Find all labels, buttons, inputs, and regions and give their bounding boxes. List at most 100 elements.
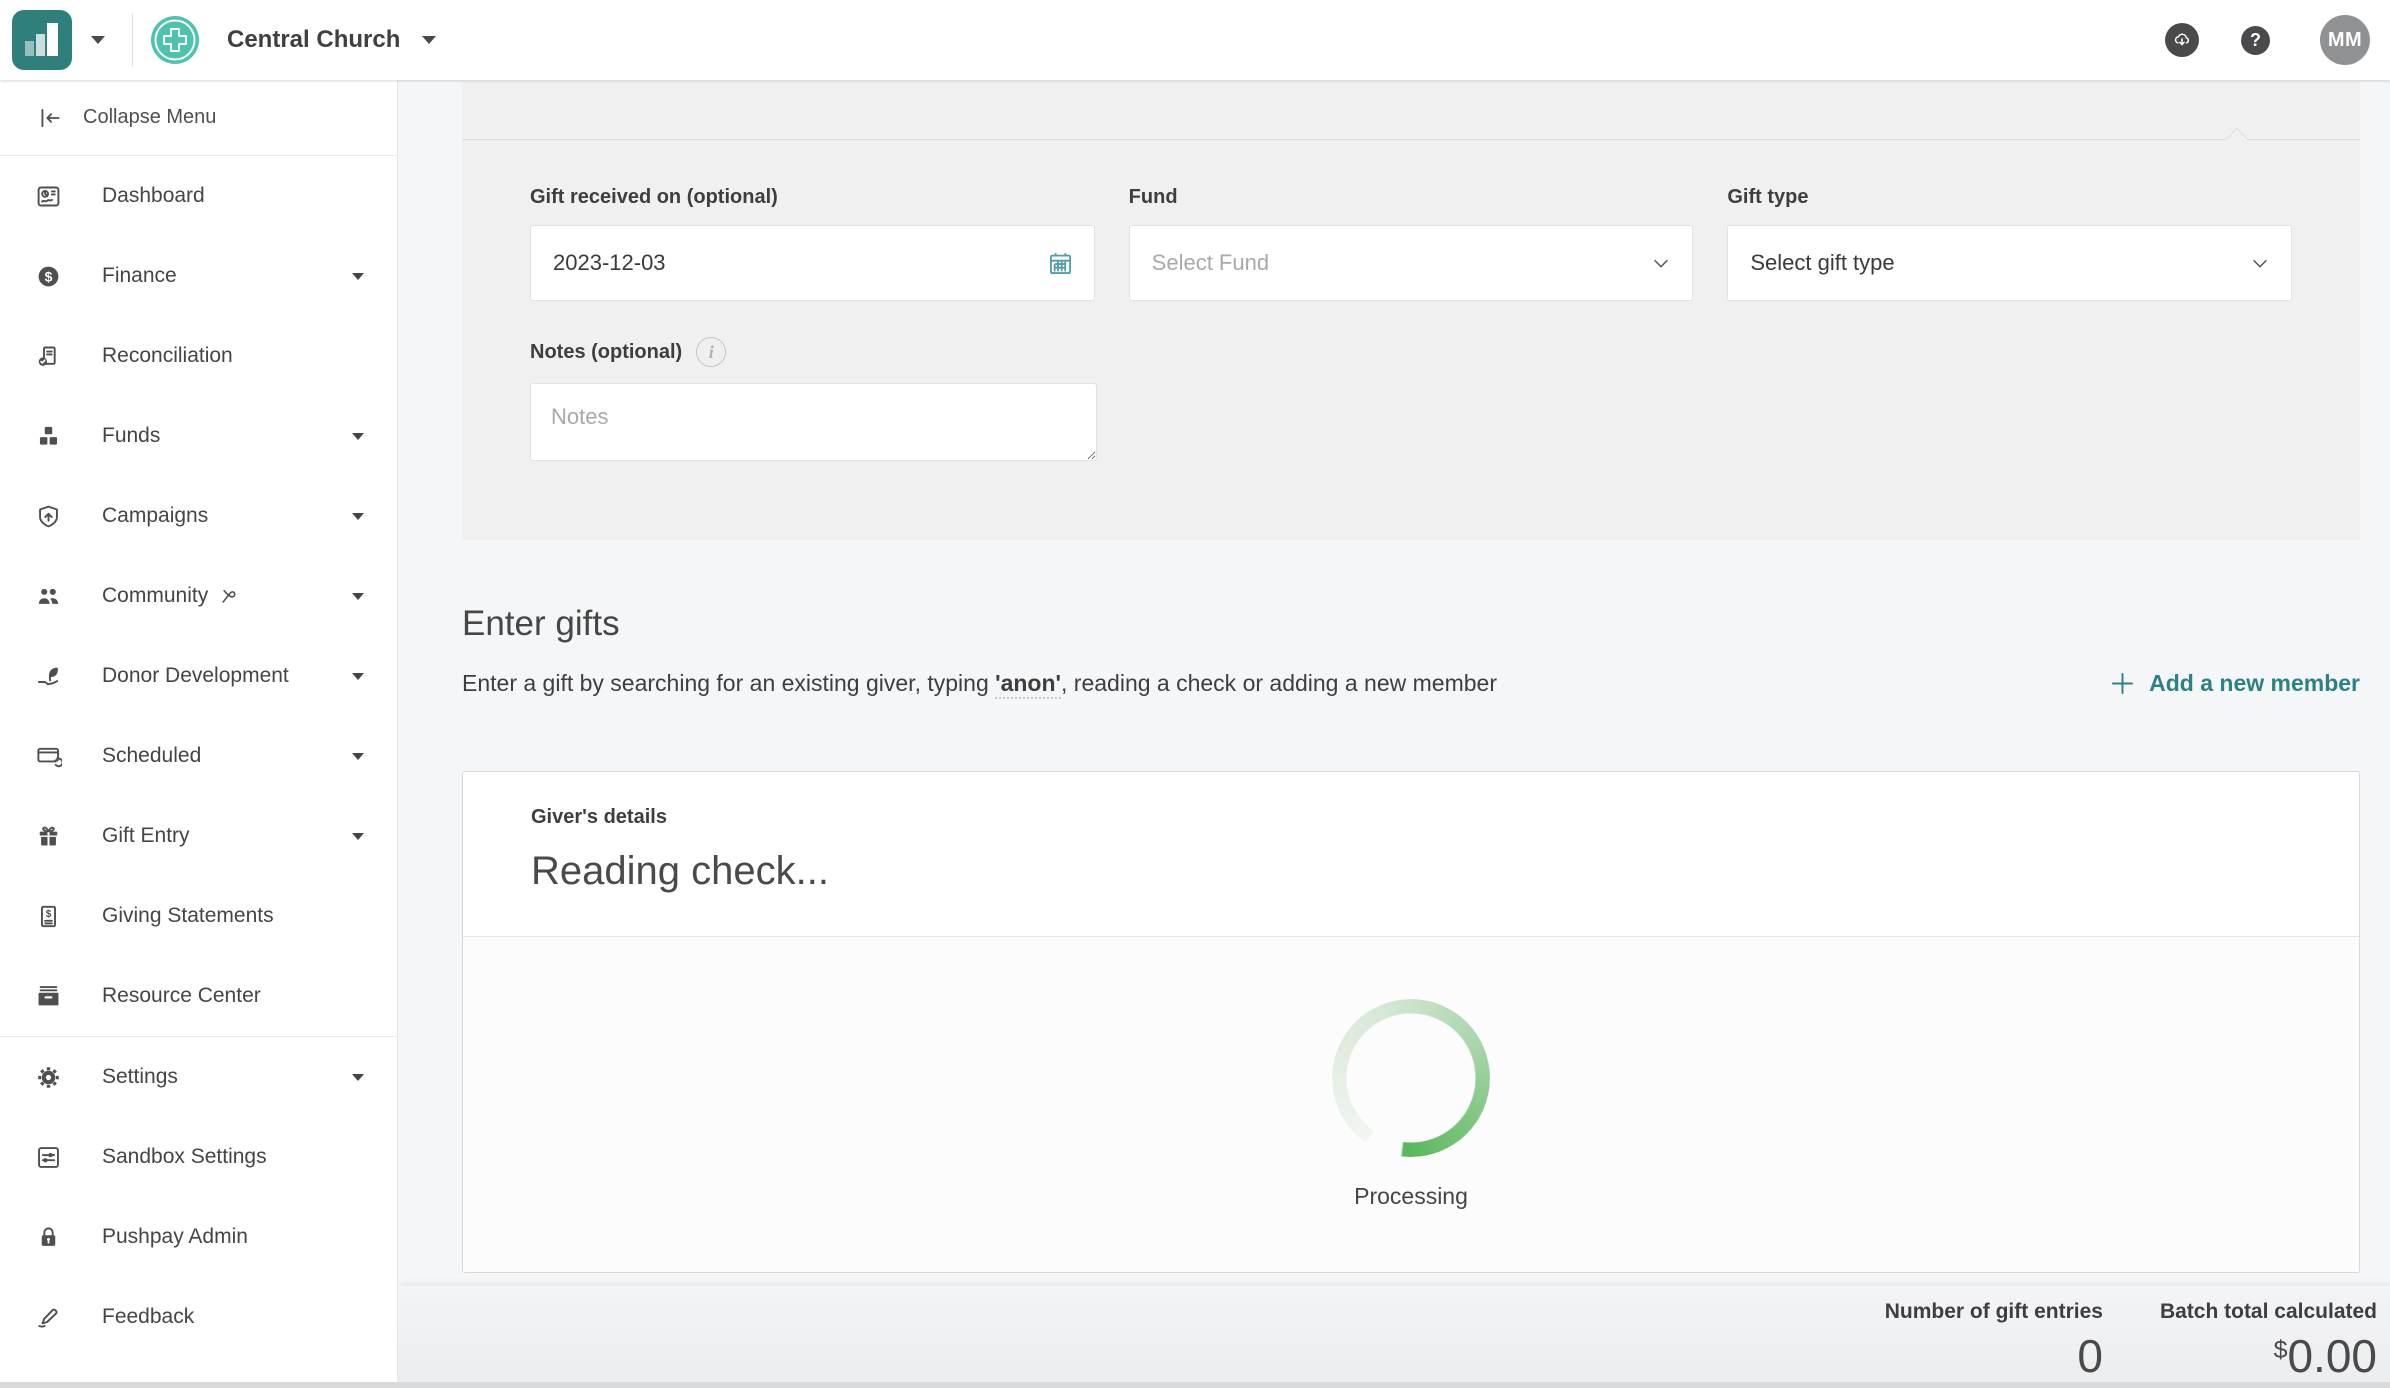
sidebar-item-label: Finance	[102, 264, 177, 287]
sidebar-item-label: Feedback	[102, 1305, 195, 1328]
reconciliation-icon	[34, 343, 62, 370]
sidebar: Collapse Menu Dashboard $ Finance Reconcili…	[0, 80, 398, 1388]
sidebar-item-label: Community	[102, 584, 240, 608]
scheduled-icon	[34, 743, 62, 770]
sidebar-item-label: Giving Statements	[102, 904, 274, 927]
sidebar-item-community[interactable]: Community	[0, 556, 397, 636]
notes-field-label: Notes (optional)	[530, 340, 683, 363]
sidebar-item-label: Reconciliation	[102, 344, 233, 367]
chevron-down-icon	[352, 592, 364, 600]
org-selector[interactable]: Central Church	[151, 16, 437, 64]
chevron-down-icon	[352, 672, 364, 680]
church-badge-icon	[151, 16, 199, 64]
unlink-icon	[218, 585, 240, 607]
calendar-icon[interactable]	[1047, 250, 1074, 277]
org-name: Central Church	[227, 26, 401, 53]
cloud-download-icon	[2174, 33, 2190, 46]
batch-details-panel: Gift received on (optional) Fund Select …	[462, 82, 2360, 540]
sidebar-item-settings[interactable]: Settings	[0, 1037, 397, 1117]
sidebar-item-giving-statements[interactable]: $ Giving Statements	[0, 876, 397, 956]
sidebar-item-label: Campaigns	[102, 504, 209, 527]
user-avatar[interactable]: MM	[2320, 15, 2370, 65]
sidebar-item-scheduled[interactable]: Scheduled	[0, 716, 397, 796]
sidebar-item-sandbox-settings[interactable]: Sandbox Settings	[0, 1117, 397, 1197]
gift-entry-icon	[34, 823, 62, 850]
sandbox-settings-icon	[34, 1144, 62, 1171]
help-icon: ?	[2250, 29, 2261, 50]
horizontal-scrollbar[interactable]	[0, 1382, 2390, 1388]
topbar-divider	[132, 14, 133, 66]
pushpay-admin-icon	[34, 1224, 62, 1251]
sidebar-item-label: Funds	[102, 424, 161, 447]
sidebar-divider	[0, 1036, 397, 1037]
sidebar-item-label: Settings	[102, 1065, 178, 1088]
community-icon	[34, 583, 62, 610]
sidebar-nav-list: Dashboard $ Finance Reconciliation Funds Camp…	[0, 156, 397, 1357]
gift-type-select[interactable]: Select gift type	[1727, 225, 2293, 301]
fund-select[interactable]: Select Fund	[1128, 225, 1694, 301]
sidebar-item-finance[interactable]: $ Finance	[0, 236, 397, 316]
chevron-down-icon	[352, 432, 364, 440]
add-new-member-label: Add a new member	[2149, 670, 2360, 696]
finance-icon: $	[34, 263, 62, 290]
giving-statements-icon: $	[34, 903, 62, 930]
chevron-down-icon	[2253, 259, 2267, 268]
enter-gifts-description: Enter a gift by searching for an existin…	[462, 670, 1497, 699]
sidebar-item-reconciliation[interactable]: Reconciliation	[0, 316, 397, 396]
panel-header-strip	[462, 82, 2360, 139]
collapse-menu-button[interactable]: Collapse Menu	[0, 80, 397, 156]
cloud-download-button[interactable]	[2165, 23, 2199, 57]
gift-entries-stat: Number of gift entries 0	[1885, 1300, 2103, 1382]
chevron-down-icon	[352, 272, 364, 280]
sidebar-item-pushpay-admin[interactable]: Pushpay Admin	[0, 1197, 397, 1277]
processing-spinner-icon	[1332, 999, 1490, 1157]
sidebar-item-funds[interactable]: Funds	[0, 396, 397, 476]
bar-chart-logo-icon	[12, 10, 72, 70]
sidebar-item-label: Resource Center	[102, 984, 261, 1007]
fund-select-placeholder: Select Fund	[1151, 250, 1270, 275]
app-logo[interactable]	[12, 10, 72, 70]
help-button[interactable]: ?	[2241, 25, 2270, 55]
date-input[interactable]	[553, 250, 1047, 276]
gift-type-select-value: Select gift type	[1750, 250, 1895, 275]
fund-field-label: Fund	[1128, 186, 1178, 208]
sidebar-item-donor-development[interactable]: Donor Development	[0, 636, 397, 716]
sidebar-item-resource-center[interactable]: Resource Center	[0, 956, 397, 1036]
sidebar-item-gift-entry[interactable]: Gift Entry	[0, 796, 397, 876]
notes-textarea[interactable]	[530, 383, 1097, 461]
enter-gifts-title: Enter gifts	[462, 604, 620, 643]
giver-details-card: Giver's details Reading check... Process…	[462, 771, 2360, 1273]
avatar-initials: MM	[2327, 28, 2363, 51]
add-new-member-button[interactable]: Add a new member	[2109, 670, 2360, 697]
date-field-label: Gift received on (optional)	[530, 186, 778, 208]
anon-keyword: 'anon'	[995, 670, 1062, 699]
svg-text:$: $	[45, 908, 51, 919]
batch-total-label: Batch total calculated	[2159, 1300, 2377, 1323]
svg-text:$: $	[44, 268, 52, 284]
sidebar-item-feedback[interactable]: Feedback	[0, 1277, 397, 1357]
app-switcher-caret-icon[interactable]	[91, 36, 105, 44]
sidebar-item-label: Dashboard	[102, 184, 205, 207]
main-content: Gift received on (optional) Fund Select …	[398, 80, 2390, 1388]
chevron-down-icon	[352, 832, 364, 840]
date-field[interactable]	[530, 225, 1095, 301]
sidebar-item-label: Sandbox Settings	[102, 1145, 267, 1168]
gift-entries-value: 0	[2077, 1330, 2103, 1382]
gift-type-field-label: Gift type	[1727, 186, 1809, 208]
sidebar-item-label: Gift Entry	[102, 824, 190, 847]
info-icon[interactable]: i	[696, 337, 727, 367]
batch-summary-footer: Number of gift entries 0 Batch total cal…	[398, 1286, 2390, 1382]
batch-total-stat: Batch total calculated $0.00	[2160, 1300, 2377, 1382]
settings-icon	[34, 1064, 62, 1091]
topbar: Central Church ? MM	[0, 0, 2390, 80]
dashboard-icon	[34, 183, 62, 210]
plus-icon	[2112, 672, 2134, 695]
chevron-down-icon	[352, 1073, 364, 1081]
collapse-menu-label: Collapse Menu	[83, 106, 217, 128]
giver-details-header: Giver's details	[531, 806, 667, 828]
panel-divider	[462, 127, 2360, 151]
sidebar-item-campaigns[interactable]: Campaigns	[0, 476, 397, 556]
org-caret-icon	[422, 36, 437, 44]
funds-icon	[34, 423, 62, 450]
sidebar-item-dashboard[interactable]: Dashboard	[0, 156, 397, 236]
